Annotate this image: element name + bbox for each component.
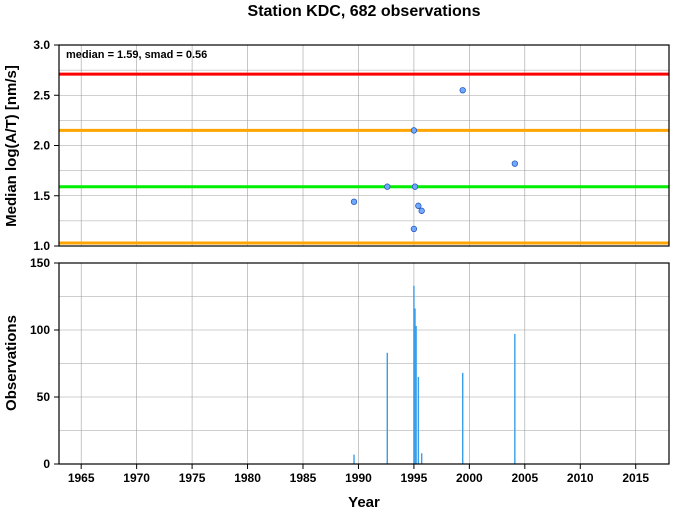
x-tick-label: 1975 [179, 471, 206, 485]
chart-title: Station KDC, 682 observations [248, 3, 481, 20]
x-tick-label: 2015 [622, 471, 649, 485]
x-tick-label: 1995 [401, 471, 428, 485]
scatter-points [350, 87, 518, 233]
x-tick-label: 1980 [234, 471, 261, 485]
data-point [418, 207, 425, 214]
y-tick-label: 150 [30, 256, 50, 270]
top-panel-grid [59, 44, 669, 247]
y-tick-label: 0 [43, 457, 50, 471]
y-tick-label: 1.5 [33, 189, 50, 203]
stats-annotation: median = 1.59, smad = 0.56 [66, 49, 207, 61]
y-tick-label: 2.0 [33, 139, 50, 153]
x-tick-label: 1965 [68, 471, 95, 485]
reference-lines [59, 72, 669, 245]
x-tick-label: 1970 [123, 471, 150, 485]
data-point [415, 202, 422, 209]
y-tick-label: 100 [30, 323, 50, 337]
top-y-axis-label: Median log(A/T) [nm/s] [3, 65, 20, 227]
y-tick-label: 3.0 [33, 38, 50, 52]
data-point [384, 183, 391, 190]
x-tick-label: 2000 [456, 471, 483, 485]
y-tick-label: 50 [37, 390, 51, 404]
x-axis-label: Year [348, 494, 380, 511]
bottom-panel-frame [58, 262, 670, 465]
y-tick-label: 1.0 [33, 239, 50, 253]
x-tick-label: 1990 [345, 471, 372, 485]
x-tick-label: 2005 [511, 471, 538, 485]
data-point [459, 87, 466, 94]
x-tick-label: 2010 [567, 471, 594, 485]
data-point [350, 198, 358, 205]
y-tick-label: 2.5 [33, 88, 50, 102]
top-y-ticks: 1.0 1.5 2.0 2.5 3.0 [33, 38, 59, 253]
data-point [410, 127, 418, 134]
bottom-y-ticks: 0 50 100 150 [30, 256, 59, 471]
x-ticks: 1965 1970 1975 1980 1985 1990 1995 2000 2005 2010… [68, 464, 649, 485]
x-tick-label: 1985 [290, 471, 317, 485]
data-point [410, 225, 418, 233]
observation-bars [353, 285, 516, 464]
data-point [411, 183, 419, 190]
bottom-panel-grid [59, 262, 669, 465]
data-point [511, 160, 518, 167]
bottom-y-axis-label: Observations [3, 315, 20, 411]
